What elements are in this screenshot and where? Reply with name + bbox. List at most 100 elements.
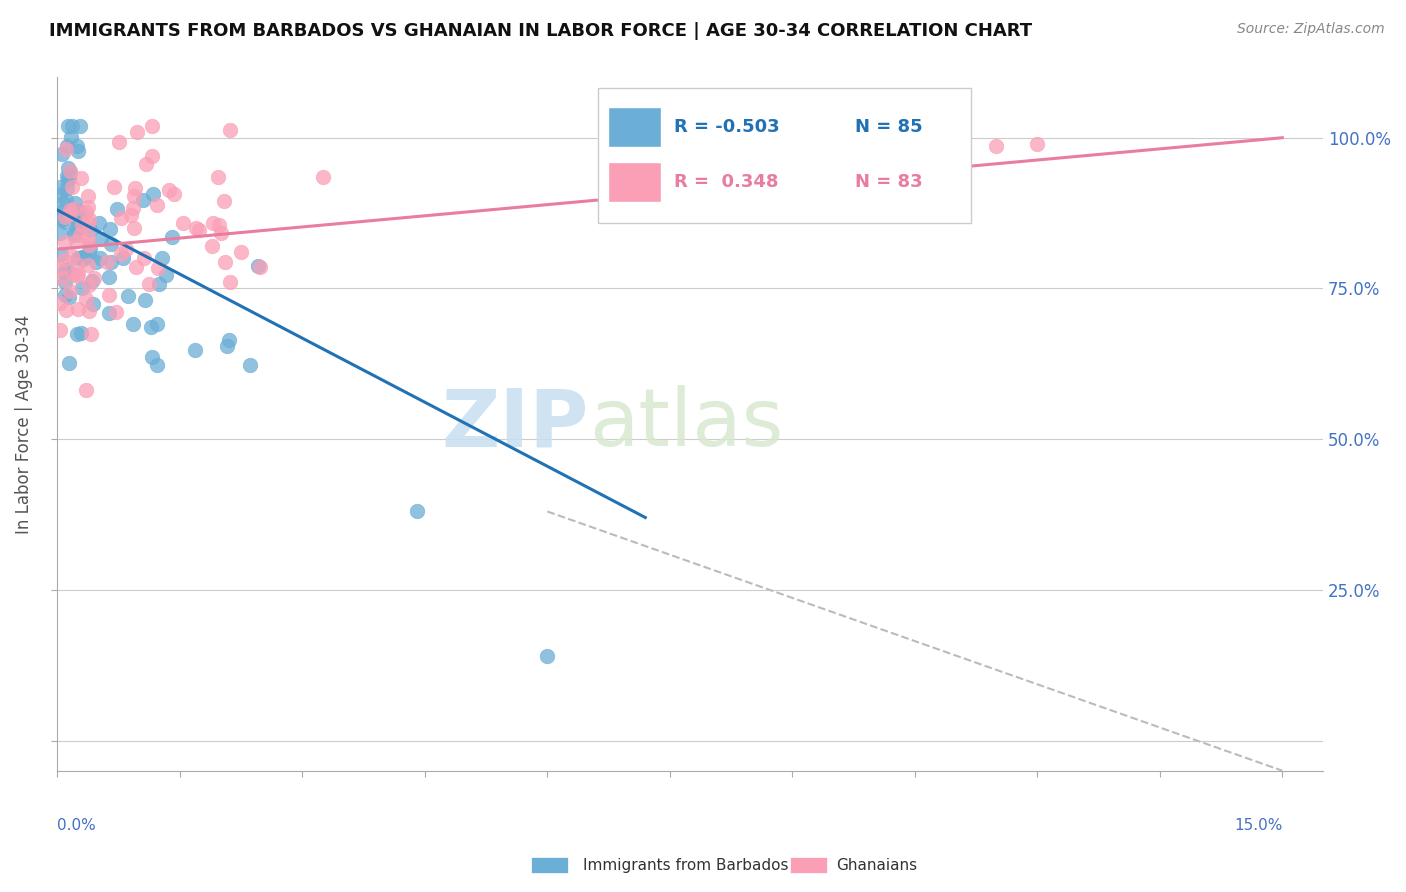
Point	[55, 302, 77, 317]
Point	[67, 204, 90, 219]
Point	[986, 138, 1008, 153]
FancyBboxPatch shape	[607, 106, 661, 147]
Point	[70, 218, 93, 232]
Point	[70, 171, 93, 186]
Point	[66, 251, 89, 265]
Point	[163, 186, 186, 201]
Point	[65, 234, 87, 248]
Point	[56, 169, 79, 183]
Point	[70, 250, 93, 264]
Point	[201, 216, 224, 230]
Point	[53, 210, 76, 224]
Point	[69, 205, 91, 219]
Point	[56, 181, 79, 195]
Point	[120, 208, 142, 222]
Point	[49, 247, 72, 261]
Point	[56, 119, 79, 133]
Point	[86, 255, 108, 269]
Point	[97, 287, 120, 301]
Point	[83, 271, 105, 285]
Point	[58, 169, 80, 184]
Point	[51, 147, 73, 161]
Point	[96, 255, 118, 269]
Point	[246, 259, 269, 273]
Point	[60, 206, 83, 220]
Point	[76, 258, 98, 272]
Point	[115, 242, 138, 256]
Text: atlas: atlas	[589, 385, 783, 463]
Point	[209, 226, 232, 240]
Point	[66, 301, 89, 316]
Point	[105, 202, 128, 217]
Point	[142, 187, 165, 202]
Point	[49, 188, 72, 202]
Point	[112, 251, 135, 265]
FancyBboxPatch shape	[598, 87, 972, 223]
Point	[69, 228, 91, 243]
Point	[59, 165, 82, 179]
Text: N = 83: N = 83	[855, 173, 922, 191]
FancyBboxPatch shape	[607, 162, 661, 202]
Point	[66, 269, 89, 284]
Point	[104, 305, 127, 319]
Point	[150, 252, 173, 266]
Point	[239, 358, 262, 372]
Point	[148, 277, 170, 292]
Text: IMMIGRANTS FROM BARBADOS VS GHANAIAN IN LABOR FORCE | AGE 30-34 CORRELATION CHAR: IMMIGRANTS FROM BARBADOS VS GHANAIAN IN …	[49, 22, 1032, 40]
Point	[186, 221, 208, 235]
Point	[208, 218, 231, 232]
Point	[67, 215, 90, 229]
Point	[77, 238, 100, 252]
Point	[53, 235, 76, 249]
Point	[52, 195, 75, 210]
Point	[162, 229, 184, 244]
Point	[69, 219, 91, 233]
Point	[141, 119, 163, 133]
Point	[82, 297, 104, 311]
Point	[60, 249, 83, 263]
Point	[69, 119, 91, 133]
Point	[67, 145, 90, 159]
Point	[132, 194, 155, 208]
Point	[56, 262, 79, 277]
Text: 15.0%: 15.0%	[1234, 818, 1282, 833]
Point	[58, 171, 80, 186]
Point	[90, 232, 112, 246]
Point	[59, 203, 82, 218]
Point	[77, 245, 100, 260]
Point	[70, 326, 93, 341]
Point	[53, 264, 76, 278]
Point	[51, 270, 73, 285]
Point	[60, 180, 83, 194]
Point	[134, 293, 156, 307]
Point	[49, 323, 72, 337]
Text: Immigrants from Barbados: Immigrants from Barbados	[583, 858, 789, 872]
Point	[63, 227, 86, 241]
Point	[103, 180, 125, 194]
Point	[66, 139, 89, 153]
Point	[207, 169, 229, 184]
Point	[98, 222, 121, 236]
Point	[63, 196, 86, 211]
Point	[55, 193, 77, 207]
Text: ZIP: ZIP	[441, 385, 589, 463]
Point	[66, 221, 89, 235]
Point	[141, 350, 163, 364]
Point	[62, 202, 84, 217]
Point	[699, 193, 721, 207]
Point	[70, 209, 93, 223]
Point	[59, 207, 82, 221]
Point	[214, 255, 236, 269]
Point	[157, 183, 180, 197]
Point	[77, 189, 100, 203]
Point	[62, 119, 84, 133]
Point	[249, 260, 271, 275]
Point	[187, 222, 209, 236]
Point	[139, 319, 162, 334]
Point	[56, 139, 79, 153]
Point	[217, 339, 239, 353]
Point	[782, 143, 804, 157]
Point	[108, 135, 131, 149]
Y-axis label: In Labor Force | Age 30-34: In Labor Force | Age 30-34	[15, 315, 32, 533]
Point	[49, 180, 72, 194]
